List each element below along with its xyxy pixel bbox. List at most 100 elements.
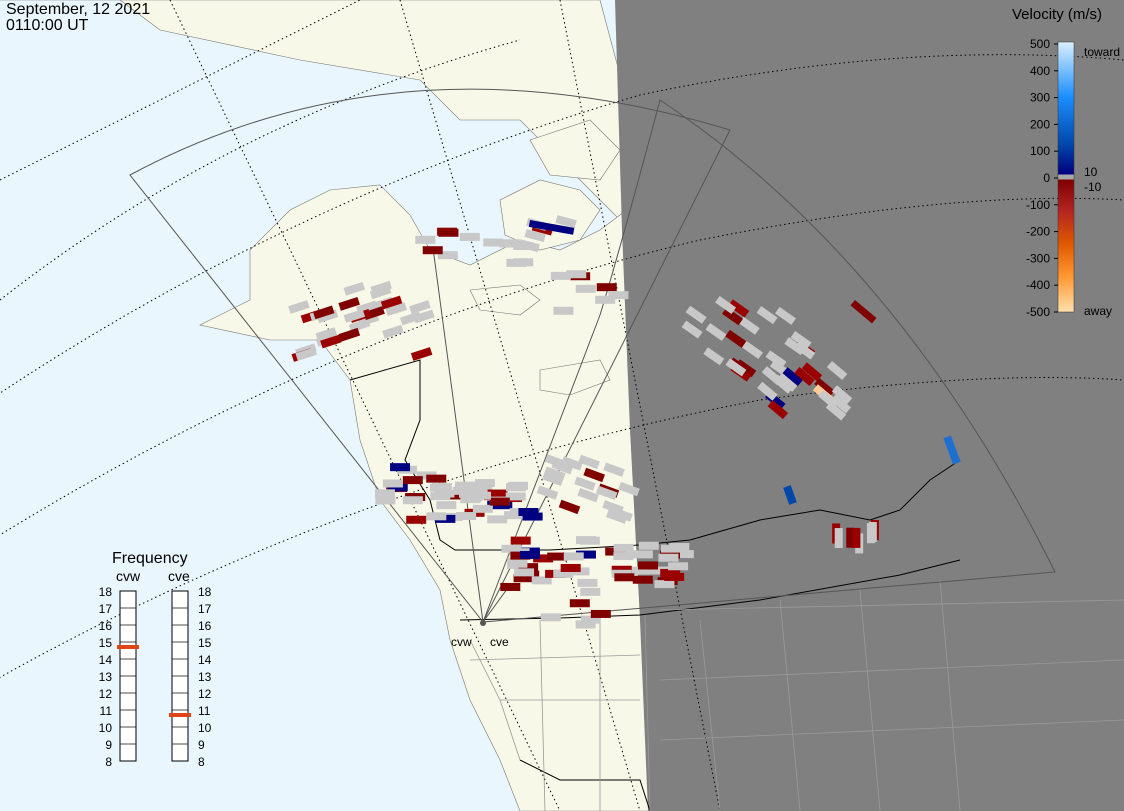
echo-cell [784,337,806,356]
echo-cell [540,613,561,622]
echo-cell [382,479,403,488]
velocity-tick-label: 0 [1043,171,1050,185]
frequency-indicator: 18 17 16 15 14 13 12 11 10 9 8 18 17 16 15 14 13 12 11 10 9 8 [99,585,212,769]
echo-cell [575,536,596,545]
velocity-tick-label: -500 [1026,305,1050,319]
echo-cell [846,527,855,548]
echo-cell [685,305,707,324]
radar-sites: cvw cve [451,620,509,649]
echo-cell [618,481,640,497]
velocity-tick-label: -200 [1026,225,1050,239]
echo-cell [422,246,443,255]
echo-cell [500,582,521,591]
echo-cell [518,508,539,517]
echo-cell [437,251,458,260]
echo-cell [507,559,528,568]
echo-cell [834,528,843,549]
inner-tick-neg10: -10 [1084,180,1102,194]
echo-cell [782,367,803,387]
velocity-title: Velocity (m/s) [1012,6,1103,23]
echo-cell [668,562,689,571]
echo-cell [590,609,611,618]
echo-cell [852,527,861,548]
echo-cell [632,550,653,559]
state-lines [469,579,1124,811]
echo-cell [632,575,653,584]
echo-cell [722,307,744,326]
echo-cell [943,435,961,465]
velocity-tick-label: 300 [1030,91,1050,105]
echo-cell [578,454,600,470]
echo-cell [555,215,577,229]
echo-cell [705,322,727,341]
echo-cell [528,220,575,235]
echo-cell [776,372,798,392]
echo-cell [563,552,584,561]
echo-cell [608,291,629,300]
echo-cell [614,573,635,582]
echo-cell [574,476,596,491]
echo-cell [415,235,436,244]
frequency-title: Frequency [112,550,188,567]
frequency-tick-label: 15 [198,636,212,650]
velocity-tick-label: 400 [1030,64,1050,78]
echo-cell [673,550,694,559]
echo-cell [369,285,392,300]
echo-cell [566,270,587,279]
echo-cell [613,543,634,552]
echo-cell [487,515,508,524]
echo-cell [553,569,574,578]
date-label: September, 12 2021 [6,1,151,18]
echo-cell [638,541,659,550]
colorbar-gradient [1057,41,1075,313]
frequency-tick-label: 10 [99,721,113,735]
frequency-tick-label: 12 [198,687,212,701]
echo-cell [703,347,725,366]
echo-cell [390,463,411,472]
echo-cell [518,239,540,253]
echo-cell [487,489,508,498]
echo-cell [725,358,747,377]
echo-cell [375,496,396,505]
away-label: away [1084,304,1112,318]
echo-cell [783,485,797,505]
velocity-tick-label: -400 [1026,278,1050,292]
echo-cell [514,568,535,577]
echo-cell [399,311,422,326]
echo-cell [385,302,407,317]
echo-cell [818,389,839,409]
inner-tick-10: 10 [1084,165,1098,179]
echo-cell [550,271,571,280]
echo-cell [472,504,493,513]
echo-cell [518,563,539,572]
velocity-colorbar: 500 400 300 200 100 0 -100 -200 -300 -400 -500 tow… [1026,37,1120,319]
echo-cell [471,491,492,500]
echo-cell [474,479,495,488]
frequency-tick-label: 13 [198,670,212,684]
echo-cell [312,305,335,320]
echo-cell [513,258,534,267]
echo-cell [436,501,457,510]
echo-cell [681,320,703,339]
echo-cell [402,476,423,485]
echo-cell [742,340,763,359]
echo-cell [510,536,531,545]
site-label-cvw: cvw [451,635,472,649]
echo-cell [603,462,625,477]
echo-cell [611,565,632,574]
frequency-tick-label: 13 [99,670,113,684]
echo-cell [288,300,310,314]
echo-cell [728,299,750,318]
echo-cell [649,566,670,575]
echo-cell [456,512,477,521]
velocity-tick-label: 100 [1030,144,1050,158]
toward-label: toward [1084,45,1120,59]
echo-cell [320,334,342,349]
frequency-tick-label: 8 [198,755,205,769]
frequency-tick-label: 8 [105,755,112,769]
echo-cell [343,309,366,323]
echo-cell [524,229,546,243]
echo-cell [830,394,851,414]
echo-cell [569,599,590,608]
echo-cell [801,362,823,382]
